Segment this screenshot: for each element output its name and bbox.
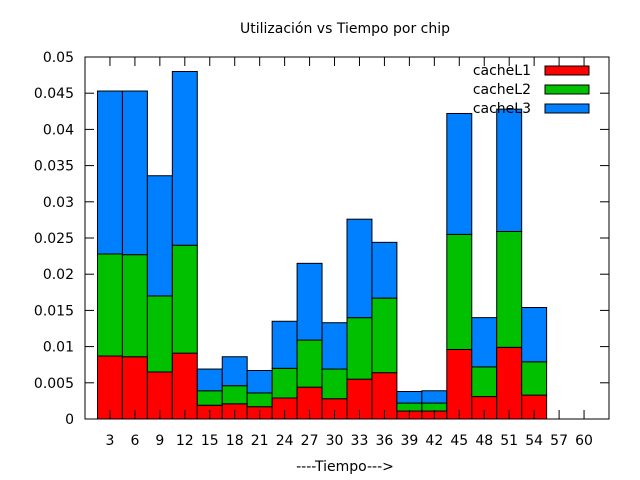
bar-cacheL2-33	[346, 317, 373, 380]
bar-cacheL1-6	[121, 356, 148, 420]
bar-cacheL3-39	[396, 390, 423, 404]
bar-cacheL2-15	[196, 390, 223, 406]
bar-cacheL3-36	[371, 241, 398, 299]
y-tick-label: 0.05	[43, 50, 74, 66]
bar-cacheL3-21	[246, 369, 273, 394]
x-tick-label: 12	[176, 433, 194, 449]
bar-cacheL2-21	[246, 392, 273, 408]
x-tick-label: 54	[525, 433, 543, 449]
x-tick-label: 36	[376, 433, 394, 449]
bars-layer	[96, 70, 548, 420]
legend-swatch-cacheL1	[544, 65, 590, 76]
bar-cacheL2-12	[171, 244, 198, 354]
x-tick-label: 21	[251, 433, 269, 449]
bar-cacheL2-45	[446, 233, 473, 351]
bar-cacheL1-45	[446, 349, 473, 420]
bar-cacheL3-48	[471, 317, 498, 368]
y-tick-label: 0.04	[43, 122, 74, 138]
y-tick-label: 0.045	[34, 86, 74, 102]
bar-cacheL2-6	[121, 254, 148, 358]
bar-cacheL2-54	[521, 361, 548, 396]
y-axis: 0 0.005 0.01 0.015 0.02 0.025 0.03 0.035 0.04 0.0…	[34, 50, 609, 428]
y-tick-label: 0.025	[34, 231, 74, 247]
bar-cacheL2-3	[96, 253, 123, 357]
x-tick-label: 6	[130, 433, 139, 449]
x-tick-label: 57	[550, 433, 568, 449]
bar-cacheL3-18	[221, 356, 248, 387]
bar-cacheL2-24	[271, 367, 298, 399]
bar-cacheL1-51	[496, 346, 523, 420]
x-tick-label: 27	[301, 433, 319, 449]
legend-swatch-cacheL2	[544, 84, 590, 95]
bar-cacheL3-42	[421, 390, 448, 404]
bar-cacheL2-27	[296, 339, 323, 388]
x-tick-label: 24	[276, 433, 294, 449]
x-tick-label: 39	[400, 433, 418, 449]
x-tick-label: 3	[105, 433, 114, 449]
x-tick-label: 30	[326, 433, 344, 449]
y-tick-label: 0.03	[43, 195, 74, 211]
legend-label-cacheL3: cacheL3	[473, 101, 531, 117]
bar-cacheL1-3	[96, 355, 123, 420]
bar-cacheL3-24	[271, 320, 298, 369]
bar-cacheL3-33	[346, 218, 373, 319]
bar-cacheL3-30	[321, 322, 348, 370]
legend-swatch-cacheL3	[544, 103, 590, 114]
bar-cacheL2-30	[321, 368, 348, 400]
y-tick-label: 0.035	[34, 159, 74, 175]
bar-cacheL2-36	[371, 297, 398, 374]
chart-title: Utilización vs Tiempo por chip	[240, 21, 450, 37]
y-tick-label: 0.02	[43, 267, 74, 283]
x-tick-label: 33	[351, 433, 369, 449]
x-tick-label: 18	[226, 433, 244, 449]
x-tick-label: 45	[450, 433, 468, 449]
bar-cacheL2-9	[146, 295, 173, 373]
x-tick-label: 15	[201, 433, 219, 449]
bar-cacheL2-48	[471, 366, 498, 398]
x-tick-label: 48	[475, 433, 493, 449]
bar-cacheL3-27	[296, 262, 323, 341]
bar-cacheL3-45	[446, 112, 473, 235]
bar-cacheL3-9	[146, 175, 173, 297]
bar-cacheL3-51	[496, 108, 523, 232]
y-tick-label: 0	[65, 412, 74, 428]
bar-cacheL2-51	[496, 230, 523, 348]
legend: cacheL1 cacheL2 cacheL3	[473, 63, 590, 117]
bar-cacheL2-18	[221, 385, 248, 405]
x-tick-label: 51	[500, 433, 518, 449]
bar-cacheL3-15	[196, 368, 223, 392]
x-tick-label: 42	[425, 433, 443, 449]
legend-label-cacheL1: cacheL1	[473, 63, 531, 79]
bar-cacheL2-42	[421, 402, 448, 412]
bar-cacheL1-12	[171, 352, 198, 420]
legend-label-cacheL2: cacheL2	[473, 82, 531, 98]
bar-cacheL3-3	[96, 90, 123, 255]
x-tick-label: 60	[575, 433, 593, 449]
y-tick-label: 0.015	[34, 303, 74, 319]
x-tick-label: 9	[155, 433, 164, 449]
bar-cacheL3-12	[171, 70, 198, 246]
bar-cacheL3-6	[121, 90, 148, 256]
bar-cacheL2-39	[396, 402, 423, 412]
x-axis: 3 6 9 12 15 18 21 24 27 30 33 36 39 42 45 48 51 54 57 60	[105, 57, 593, 449]
bar-cacheL3-54	[521, 307, 548, 363]
y-tick-label: 0.005	[34, 376, 74, 392]
y-tick-label: 0.01	[43, 340, 74, 356]
x-axis-label: ----Tiempo--->	[296, 459, 394, 475]
